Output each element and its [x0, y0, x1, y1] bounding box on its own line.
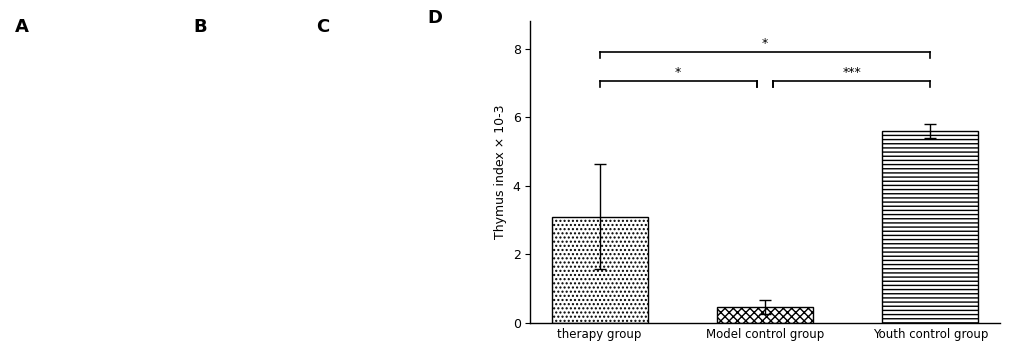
Y-axis label: Thymus index × 10-3: Thymus index × 10-3	[493, 105, 506, 239]
Bar	[881, 131, 977, 323]
Text: *: *	[675, 66, 681, 79]
Bar	[551, 217, 647, 323]
Bar	[716, 307, 812, 323]
Text: *: *	[761, 37, 767, 50]
Text: C: C	[316, 18, 329, 35]
Text: D: D	[427, 9, 442, 27]
Text: B: B	[194, 18, 207, 35]
Text: ***: ***	[842, 66, 860, 79]
Text: A: A	[15, 18, 30, 35]
